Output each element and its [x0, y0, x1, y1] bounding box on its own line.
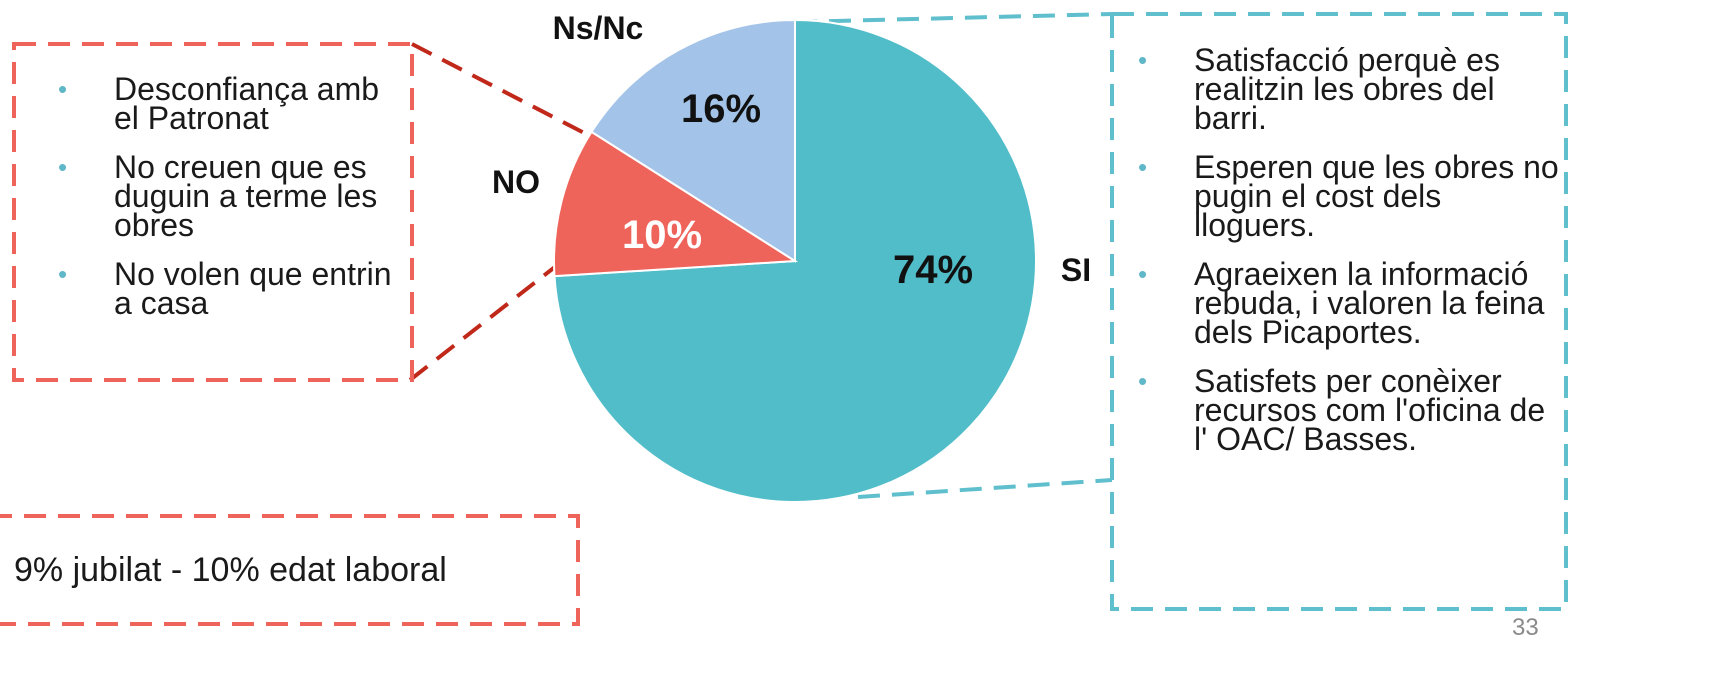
bullet-icon: •	[58, 152, 68, 182]
pie-slice-nsnc	[590, 18, 796, 263]
si-reasons-box: • Satisfacció perquè es realitzin les obr…	[1110, 12, 1568, 611]
list-item-text: Agraeixen la informació rebuda, i valore…	[1194, 256, 1545, 350]
category-label: Ns/Nc	[553, 10, 644, 46]
connector-line	[857, 478, 1113, 499]
no-reasons-box: • Desconfiança amb el Patronat • No creuen…	[12, 42, 414, 382]
bullet-icon: •	[1138, 366, 1148, 396]
data-label: 16%	[681, 87, 761, 131]
border-rect	[0, 514, 580, 626]
list-item-text: Satisfacció perquè es realitzin les obre…	[1194, 42, 1500, 136]
bullet-icon: •	[58, 74, 68, 104]
category-label: SI	[1061, 252, 1091, 288]
red-dashed-border	[0, 514, 580, 626]
list-item: • No volen que entrin a casa	[52, 258, 402, 319]
list-item-text: Esperen que les obres no pugin el cost d…	[1194, 149, 1559, 243]
list-item-text: No volen que entrin a casa	[114, 256, 392, 321]
list-item-text: No creuen que es duguin a terme les obre…	[114, 149, 378, 243]
list-item: • Agraeixen la informació rebuda, i valor…	[1132, 258, 1562, 348]
si-reasons-list: • Satisfacció perquè es realitzin les obr…	[1132, 44, 1562, 474]
bullet-icon: •	[58, 259, 68, 289]
list-item: • Satisfacció perquè es realitzin les obr…	[1132, 44, 1562, 134]
pie-slice-no	[553, 130, 799, 278]
bullet-icon: •	[1138, 45, 1148, 75]
category-label: NO	[492, 164, 540, 200]
no-reasons-list: • Desconfiança amb el Patronat • No creuen…	[52, 73, 402, 338]
age-note-box: 9% jubilat - 10% edat laboral	[0, 514, 580, 626]
red-dashed-border	[12, 42, 414, 382]
bullet-icon: •	[1138, 152, 1148, 182]
data-label: 74%	[893, 248, 973, 292]
list-item: • Esperen que les obres no pugin el cost …	[1132, 151, 1562, 241]
list-item: • Desconfiança amb el Patronat	[52, 73, 402, 134]
connector-line	[794, 12, 1113, 24]
connector-line	[411, 42, 591, 138]
data-label: 10%	[622, 213, 702, 257]
age-note-text: 9% jubilat - 10% edat laboral	[14, 551, 447, 589]
list-item-text: Desconfiança amb el Patronat	[114, 71, 380, 136]
bullet-icon: •	[1138, 259, 1148, 289]
list-item-text: Satisfets per conèixer recursos com l'of…	[1194, 363, 1546, 457]
border-rect	[12, 42, 414, 382]
border-rect	[1110, 12, 1568, 611]
list-item: • Satisfets per conèixer recursos com l'o…	[1132, 365, 1562, 455]
teal-dashed-border	[1110, 12, 1568, 611]
connector-line	[408, 261, 562, 382]
page-number: 33	[1512, 614, 1539, 641]
list-item: • No creuen que es duguin a terme les obr…	[52, 151, 402, 241]
